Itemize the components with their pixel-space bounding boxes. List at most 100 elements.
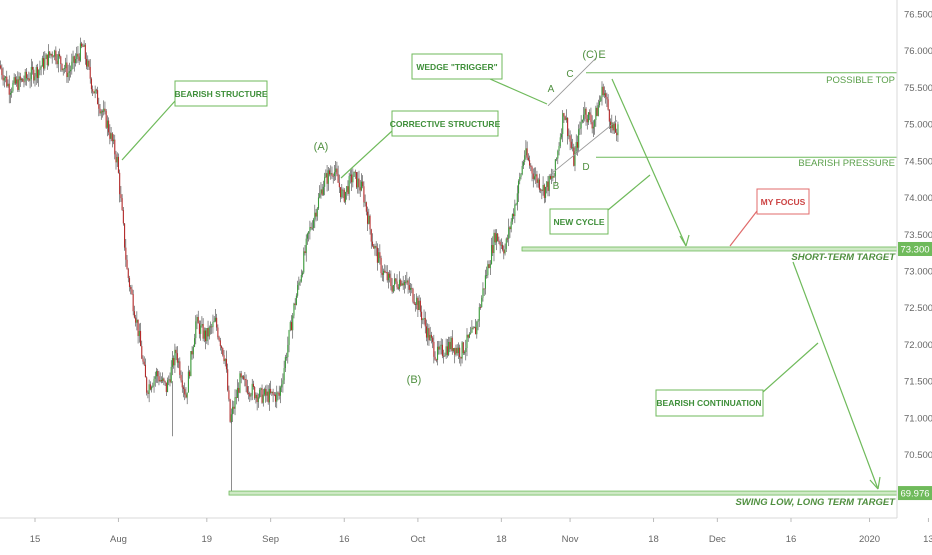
- time-axis[interactable]: 15 Aug 19 Sep 16 Oct 18 Nov 18 Dec 16 2020 13: [30, 518, 932, 545]
- candle-body: [284, 357, 286, 369]
- candle-body: [348, 176, 350, 194]
- candle-body: [455, 347, 457, 355]
- candle-body: [494, 232, 496, 243]
- candle-body: [232, 406, 234, 415]
- candle-body: [535, 174, 537, 177]
- candle-body: [3, 77, 5, 81]
- callout-bearish-continuation[interactable]: BEARISH CONTINUATION: [655, 389, 764, 417]
- candle-body: [201, 324, 203, 326]
- wave-label-d: D: [582, 162, 589, 173]
- candle-body: [591, 122, 593, 129]
- price-tick-label: 73.000: [904, 267, 932, 278]
- candle-body: [139, 330, 142, 347]
- candle-body: [185, 394, 187, 398]
- candle-body: [558, 146, 560, 151]
- candle-body: [158, 376, 160, 382]
- candle-body: [240, 373, 242, 378]
- candle-body: [62, 68, 64, 71]
- candle-body: [159, 379, 161, 382]
- candle-body: [532, 173, 534, 179]
- candle-body: [497, 233, 499, 242]
- candle-body: [268, 388, 270, 403]
- wedge-upper-line: [547, 57, 597, 107]
- callout-wedge-trigger[interactable]: WEDGE "TRIGGER": [411, 53, 503, 80]
- candle-body: [590, 114, 592, 123]
- candle-body: [330, 173, 332, 175]
- candle-body: [211, 326, 213, 328]
- candle-body: [283, 368, 285, 381]
- candle-body: [371, 241, 374, 246]
- time-tick-label: 18: [496, 534, 507, 545]
- price-tick-label: 73.500: [904, 230, 932, 241]
- candle-body: [328, 170, 331, 175]
- candle-body: [454, 348, 456, 355]
- candle-body: [213, 321, 215, 323]
- candle-body: [24, 71, 26, 82]
- level-band-short-term-target: [521, 246, 898, 252]
- candle-body: [289, 322, 291, 331]
- candle-body: [14, 77, 16, 84]
- candle-body: [504, 248, 506, 254]
- candle-body: [282, 380, 284, 385]
- candle-body: [386, 272, 388, 281]
- candle-body: [358, 178, 360, 188]
- candle-body: [514, 204, 516, 217]
- candle-body: [143, 361, 145, 365]
- candle-body: [191, 351, 193, 355]
- price-tick-label: 75.000: [904, 120, 932, 131]
- candle-body: [457, 347, 459, 354]
- candle-body: [503, 249, 505, 254]
- candle-body: [427, 328, 429, 338]
- candle-body: [563, 113, 565, 117]
- candle-body: [63, 68, 66, 70]
- candle-body: [321, 189, 323, 195]
- candle-body: [244, 379, 246, 380]
- candle-body: [12, 82, 14, 92]
- candle-body: [144, 364, 147, 378]
- candle-body: [116, 156, 118, 163]
- candle-body: [483, 288, 485, 290]
- candle-body: [568, 135, 570, 137]
- candle-body: [465, 348, 467, 352]
- callout-corrective-structure[interactable]: CORRECTIVE STRUCTURE: [390, 110, 501, 137]
- time-tick-label: Oct: [411, 534, 426, 545]
- candle-body: [13, 77, 15, 83]
- candle-body: [229, 399, 231, 422]
- wave-label-b: B: [553, 181, 560, 192]
- callout-new-cycle[interactable]: NEW CYCLE: [549, 208, 609, 235]
- candle-body: [192, 346, 194, 355]
- candle-body: [408, 285, 410, 290]
- candle-body: [92, 89, 94, 92]
- candle-body: [354, 171, 356, 173]
- candle-body: [617, 124, 619, 136]
- svg-text:69.976: 69.976: [900, 489, 929, 500]
- candle-body: [6, 76, 8, 87]
- candle-body: [152, 385, 154, 387]
- candle-body: [206, 327, 208, 342]
- candle-body: [306, 233, 308, 239]
- candle-body: [384, 270, 386, 273]
- candle-body: [486, 275, 488, 276]
- callouts[interactable]: BEARISH STRUCTURE CORRECTIVE STRUCTURE W…: [174, 53, 810, 417]
- price-axis[interactable]: 76.500 76.000 75.500 75.000 74.500 74.000 73.5…: [904, 10, 932, 462]
- callout-my-focus[interactable]: MY FOCUS: [756, 188, 810, 215]
- candle-body: [279, 387, 281, 396]
- candle-body: [564, 116, 566, 120]
- candle-body: [576, 142, 578, 148]
- candle-body: [274, 394, 277, 402]
- candle-body: [149, 384, 151, 390]
- candle-body: [378, 252, 380, 263]
- candle-body: [55, 50, 57, 61]
- callout-bearish-structure[interactable]: BEARISH STRUCTURE: [174, 80, 268, 107]
- candle-body: [340, 187, 342, 198]
- pointer-bearish-structure: [121, 100, 176, 161]
- candle-body: [362, 181, 364, 187]
- candle-body: [224, 358, 226, 362]
- candle-body: [40, 66, 42, 69]
- candle-body: [429, 334, 431, 341]
- candle-body: [548, 176, 550, 191]
- candle-body: [365, 202, 367, 212]
- candle-body: [97, 90, 99, 105]
